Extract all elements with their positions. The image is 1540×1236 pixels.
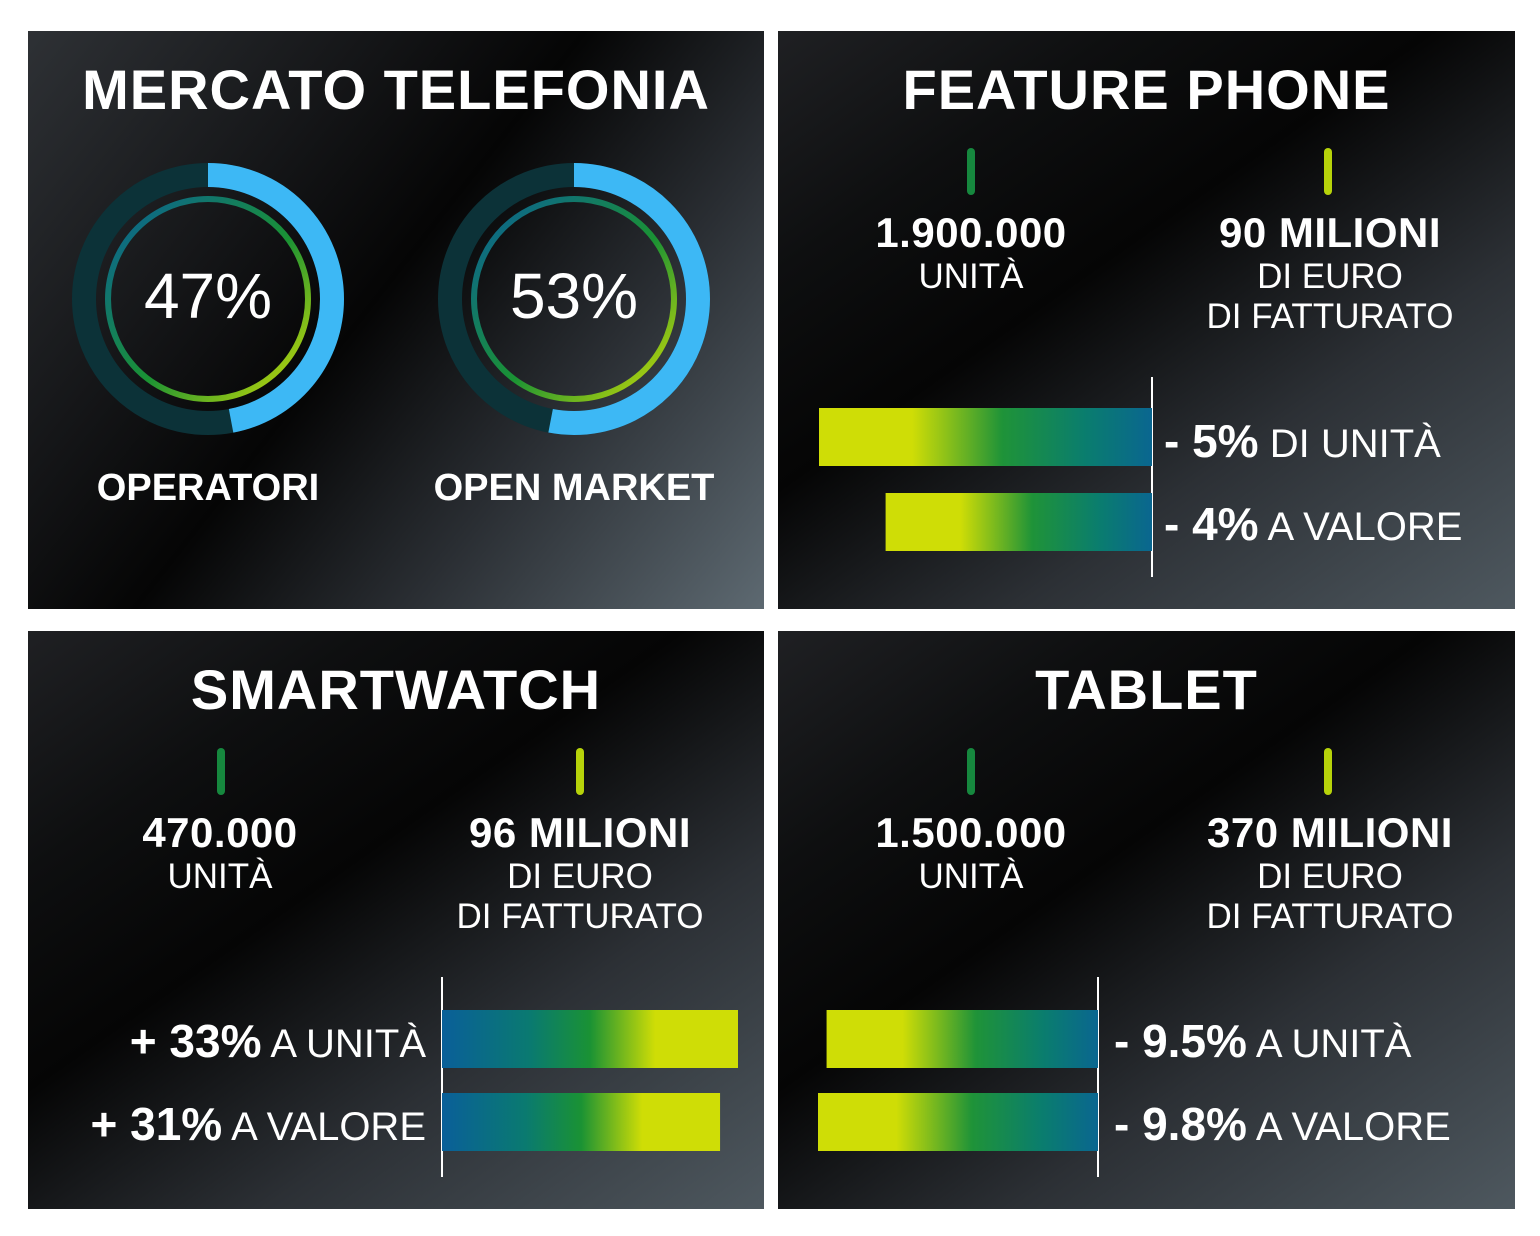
revenue-line1: DI EURO xyxy=(1257,857,1403,896)
panel-title: MERCATO TELEFONIA xyxy=(82,58,710,121)
smartwatch-panel: SMARTWATCH 470.000 UNITÀ 96 MILIONI DI E… xyxy=(28,631,764,1209)
units-value: 1.500.000 xyxy=(875,809,1067,856)
panel-title: SMARTWATCH xyxy=(190,658,602,721)
donut-value-arc xyxy=(438,163,710,435)
row2-value: - 9.8% xyxy=(1114,1098,1247,1150)
row1-value: - 9.5% xyxy=(1114,1015,1247,1067)
panel-title: TABLET xyxy=(1035,658,1258,721)
bar-value xyxy=(442,1093,721,1151)
row1-label: + 33% A UNITÀ xyxy=(130,1017,426,1068)
row2-label: - 9.8% A VALORE xyxy=(1114,1100,1451,1151)
donut-operatori xyxy=(72,163,344,435)
revenue-value: 96 MILIONI xyxy=(468,809,692,856)
bar-units xyxy=(442,1010,738,1068)
units-label: UNITÀ xyxy=(167,857,273,896)
revenue-line1: DI EURO xyxy=(1257,257,1403,296)
revenue-stat: 90 MILIONI DI EURO DI FATTURATO xyxy=(1160,209,1500,337)
revenue-value: 90 MILIONI xyxy=(1218,209,1442,256)
units-label: UNITÀ xyxy=(918,257,1024,296)
bar-value xyxy=(885,493,1152,551)
revenue-stat: 96 MILIONI DI EURO DI FATTURATO xyxy=(410,809,750,937)
units-stat: 1.500.000 UNITÀ xyxy=(801,809,1141,897)
units-value: 1.900.000 xyxy=(875,209,1067,256)
donut-label-operatori: 47% xyxy=(143,260,273,332)
donut-inner-ring xyxy=(105,196,311,402)
mercato-telefonia-panel: MERCATO TELEFONIA 47% OPERATORI 53% OPEN… xyxy=(28,31,764,609)
units-stat: 1.900.000 UNITÀ xyxy=(801,209,1141,297)
units-label: UNITÀ xyxy=(918,857,1024,896)
units-value: 470.000 xyxy=(142,809,298,856)
timeline-decoration xyxy=(810,740,1486,1177)
revenue-line1: DI EURO xyxy=(507,857,653,896)
row1-text: DI UNITÀ xyxy=(1269,422,1441,466)
revenue-stat: 370 MILIONI DI EURO DI FATTURATO xyxy=(1160,809,1500,937)
row2-text: A VALORE xyxy=(231,1105,426,1149)
row2-label: + 31% A VALORE xyxy=(90,1100,426,1151)
revenue-line2: DI FATTURATO xyxy=(1206,897,1454,936)
row2-text: A VALORE xyxy=(1267,505,1463,549)
units-stat: 470.000 UNITÀ xyxy=(50,809,390,897)
row1-text: A UNITÀ xyxy=(1255,1022,1412,1066)
row1-label: - 9.5% A UNITÀ xyxy=(1114,1017,1411,1068)
panel-title: FEATURE PHONE xyxy=(902,58,1391,121)
row2-value: + 31% xyxy=(90,1098,223,1150)
row2-label: - 4% A VALORE xyxy=(1164,500,1462,551)
caption-operatori: OPERATORI xyxy=(96,467,320,509)
row2-value: - 4% xyxy=(1164,498,1259,550)
donut-inner-ring xyxy=(471,196,677,402)
bar-value xyxy=(818,1093,1098,1151)
donut-value-arc xyxy=(72,163,344,435)
row1-value: + 33% xyxy=(129,1015,262,1067)
revenue-line2: DI FATTURATO xyxy=(456,897,704,936)
row1-text: A UNITÀ xyxy=(270,1022,426,1066)
caption-open-market: OPEN MARKET xyxy=(433,467,715,509)
donut-open-market xyxy=(438,163,710,435)
timeline-decoration xyxy=(810,140,1486,577)
row1-label: - 5% DI UNITÀ xyxy=(1164,417,1441,468)
revenue-value: 370 MILIONI xyxy=(1207,809,1453,856)
tablet-panel: TABLET 1.500.000 UNITÀ 370 MILIONI DI EU… xyxy=(778,631,1515,1209)
revenue-line2: DI FATTURATO xyxy=(1206,297,1454,336)
timeline-decoration xyxy=(59,740,738,1177)
bar-units xyxy=(819,408,1152,466)
row2-text: A VALORE xyxy=(1255,1105,1451,1149)
row1-value: - 5% xyxy=(1164,415,1259,467)
donut-label-open-market: 53% xyxy=(509,260,639,332)
feature-phone-panel: FEATURE PHONE 1.900.000 UNITÀ 90 MILIONI… xyxy=(778,31,1515,609)
bar-units xyxy=(826,1010,1098,1068)
